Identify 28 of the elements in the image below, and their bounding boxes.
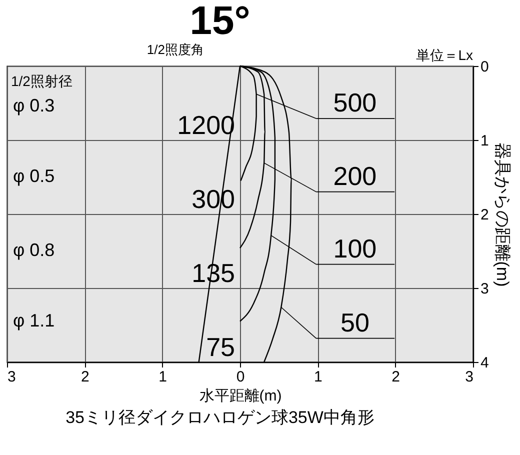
x-tick-label: 2 [392, 368, 400, 386]
y-tick-label: 0 [480, 58, 489, 76]
x-tick-label: 3 [465, 368, 474, 386]
x-tick-label: 1 [314, 368, 322, 386]
x-axis-title: 水平距離(m) [199, 388, 282, 404]
legend-label: 50 [340, 307, 370, 338]
chart-title: 15° [190, 0, 250, 43]
legend-label: 200 [333, 160, 377, 191]
text: 単位＝Lx [416, 47, 473, 63]
text: 35ミリ径ダイクロハロゲン球35W中角形 [66, 408, 374, 427]
legend-label: 100 [333, 233, 377, 264]
y-tick-label: 4 [480, 354, 489, 372]
annotation: φ 0.3 [13, 96, 55, 116]
annotation: 1/2照射径 [11, 73, 72, 89]
x-tick-label: 0 [236, 368, 245, 386]
text: 1/2照度角 [146, 42, 204, 57]
x-tick-label: 1 [158, 368, 168, 386]
y-tick-label: 1 [480, 132, 489, 150]
annotation: φ 0.8 [13, 240, 55, 260]
y-axis-title: 器具からの距離(m) [492, 142, 512, 287]
x-tick-label: 3 [8, 368, 16, 386]
annotation: φ 1.1 [13, 310, 55, 330]
annotation: φ 0.5 [13, 166, 55, 186]
x-tick-label: 2 [80, 368, 90, 386]
y-tick-label: 2 [480, 206, 489, 224]
legend-label: 500 [333, 88, 377, 118]
annotation: 75 [206, 332, 235, 362]
y-tick-label: 3 [480, 280, 489, 298]
